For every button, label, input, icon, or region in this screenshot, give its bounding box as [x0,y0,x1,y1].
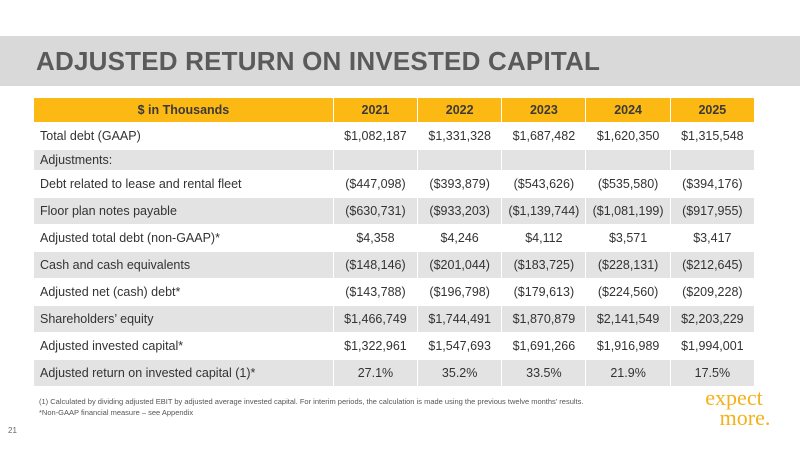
table-row: Adjusted invested capital* $1,322,961 $1… [34,333,754,359]
table-cell: ($543,626) [502,171,586,197]
table-cell: ($393,879) [418,171,502,197]
row-label: Cash and cash equivalents [34,252,333,278]
row-label: Adjusted total debt (non-GAAP)* [34,225,333,251]
table-cell: $4,246 [418,225,502,251]
expect-more-logo: expect more. [684,385,784,434]
table-cell: $1,466,749 [333,306,418,332]
table-cell [586,150,670,170]
table-cell: 35.2% [418,360,502,386]
table-cell: $1,331,328 [418,123,502,149]
table-cell: ($179,613) [502,279,586,305]
table-cell: $1,994,001 [670,333,754,359]
table-row: Adjusted total debt (non-GAAP)* $4,358 $… [34,225,754,251]
table-row: Adjusted net (cash) debt* ($143,788) ($1… [34,279,754,305]
table-cell: 27.1% [333,360,418,386]
row-label: Adjusted return on invested capital (1)* [34,360,333,386]
table-row: Debt related to lease and rental fleet (… [34,171,754,197]
table-row: Total debt (GAAP) $1,082,187 $1,331,328 … [34,123,754,149]
table-cell: 21.9% [586,360,670,386]
table-cell: $1,315,548 [670,123,754,149]
table-cell: $3,417 [670,225,754,251]
footnote-calculation: (1) Calculated by dividing adjusted EBIT… [39,397,584,406]
table-cell: ($143,788) [333,279,418,305]
title-band [0,36,800,86]
column-header: 2025 [670,98,754,122]
table-cell: ($209,228) [670,279,754,305]
table-cell: $2,141,549 [586,306,670,332]
row-label: Floor plan notes payable [34,198,333,224]
table-cell: $2,203,229 [670,306,754,332]
table-cell: $1,691,266 [502,333,586,359]
title-band-shape [0,36,800,86]
page-number: 21 [8,426,17,435]
logo-line-1: expect [705,385,763,410]
table-cell: ($394,176) [670,171,754,197]
table-cell: ($447,098) [333,171,418,197]
financial-table: $ in Thousands 2021 2022 2023 2024 2025 … [33,97,755,387]
table-cell: $3,571 [586,225,670,251]
table-cell: ($212,645) [670,252,754,278]
table-cell [333,150,418,170]
table-cell: ($228,131) [586,252,670,278]
table-cell: $1,082,187 [333,123,418,149]
footnote-non-gaap: *Non-GAAP financial measure – see Append… [39,408,194,417]
column-header: $ in Thousands [34,98,333,122]
table-cell: ($917,955) [670,198,754,224]
table-cell: $4,112 [502,225,586,251]
table-cell: $1,322,961 [333,333,418,359]
column-header: 2024 [586,98,670,122]
row-label: Shareholders’ equity [34,306,333,332]
row-label: Debt related to lease and rental fleet [34,171,333,197]
table-cell [418,150,502,170]
table-cell: 33.5% [502,360,586,386]
column-header: 2022 [418,98,502,122]
table-cell: $1,547,693 [418,333,502,359]
table-header-row: $ in Thousands 2021 2022 2023 2024 2025 [34,98,754,122]
table-cell: ($224,560) [586,279,670,305]
table-cell: ($196,798) [418,279,502,305]
table-cell: $1,620,350 [586,123,670,149]
table-cell: ($201,044) [418,252,502,278]
table-cell: ($1,139,744) [502,198,586,224]
row-label: Adjustments: [34,150,333,170]
column-header: 2023 [502,98,586,122]
logo-line-2: more. [719,405,771,430]
table-cell: ($630,731) [333,198,418,224]
table-cell: $1,744,491 [418,306,502,332]
table-cell: $1,916,989 [586,333,670,359]
column-header: 2021 [333,98,418,122]
table-row: Cash and cash equivalents ($148,146) ($2… [34,252,754,278]
table-cell: 17.5% [670,360,754,386]
row-label: Adjusted invested capital* [34,333,333,359]
table-cell: $1,687,482 [502,123,586,149]
row-label: Adjusted net (cash) debt* [34,279,333,305]
table-row: Shareholders’ equity $1,466,749 $1,744,4… [34,306,754,332]
table-row: Adjustments: [34,150,754,170]
table-row: Adjusted return on invested capital (1)*… [34,360,754,386]
table-cell [502,150,586,170]
table-cell [670,150,754,170]
table-cell: ($933,203) [418,198,502,224]
table-cell: $4,358 [333,225,418,251]
table-cell: ($535,580) [586,171,670,197]
table-cell: $1,870,879 [502,306,586,332]
table-cell: ($148,146) [333,252,418,278]
table-cell: ($1,081,199) [586,198,670,224]
row-label: Total debt (GAAP) [34,123,333,149]
page-title: ADJUSTED RETURN ON INVESTED CAPITAL [36,46,601,76]
table-row: Floor plan notes payable ($630,731) ($93… [34,198,754,224]
table-cell: ($183,725) [502,252,586,278]
